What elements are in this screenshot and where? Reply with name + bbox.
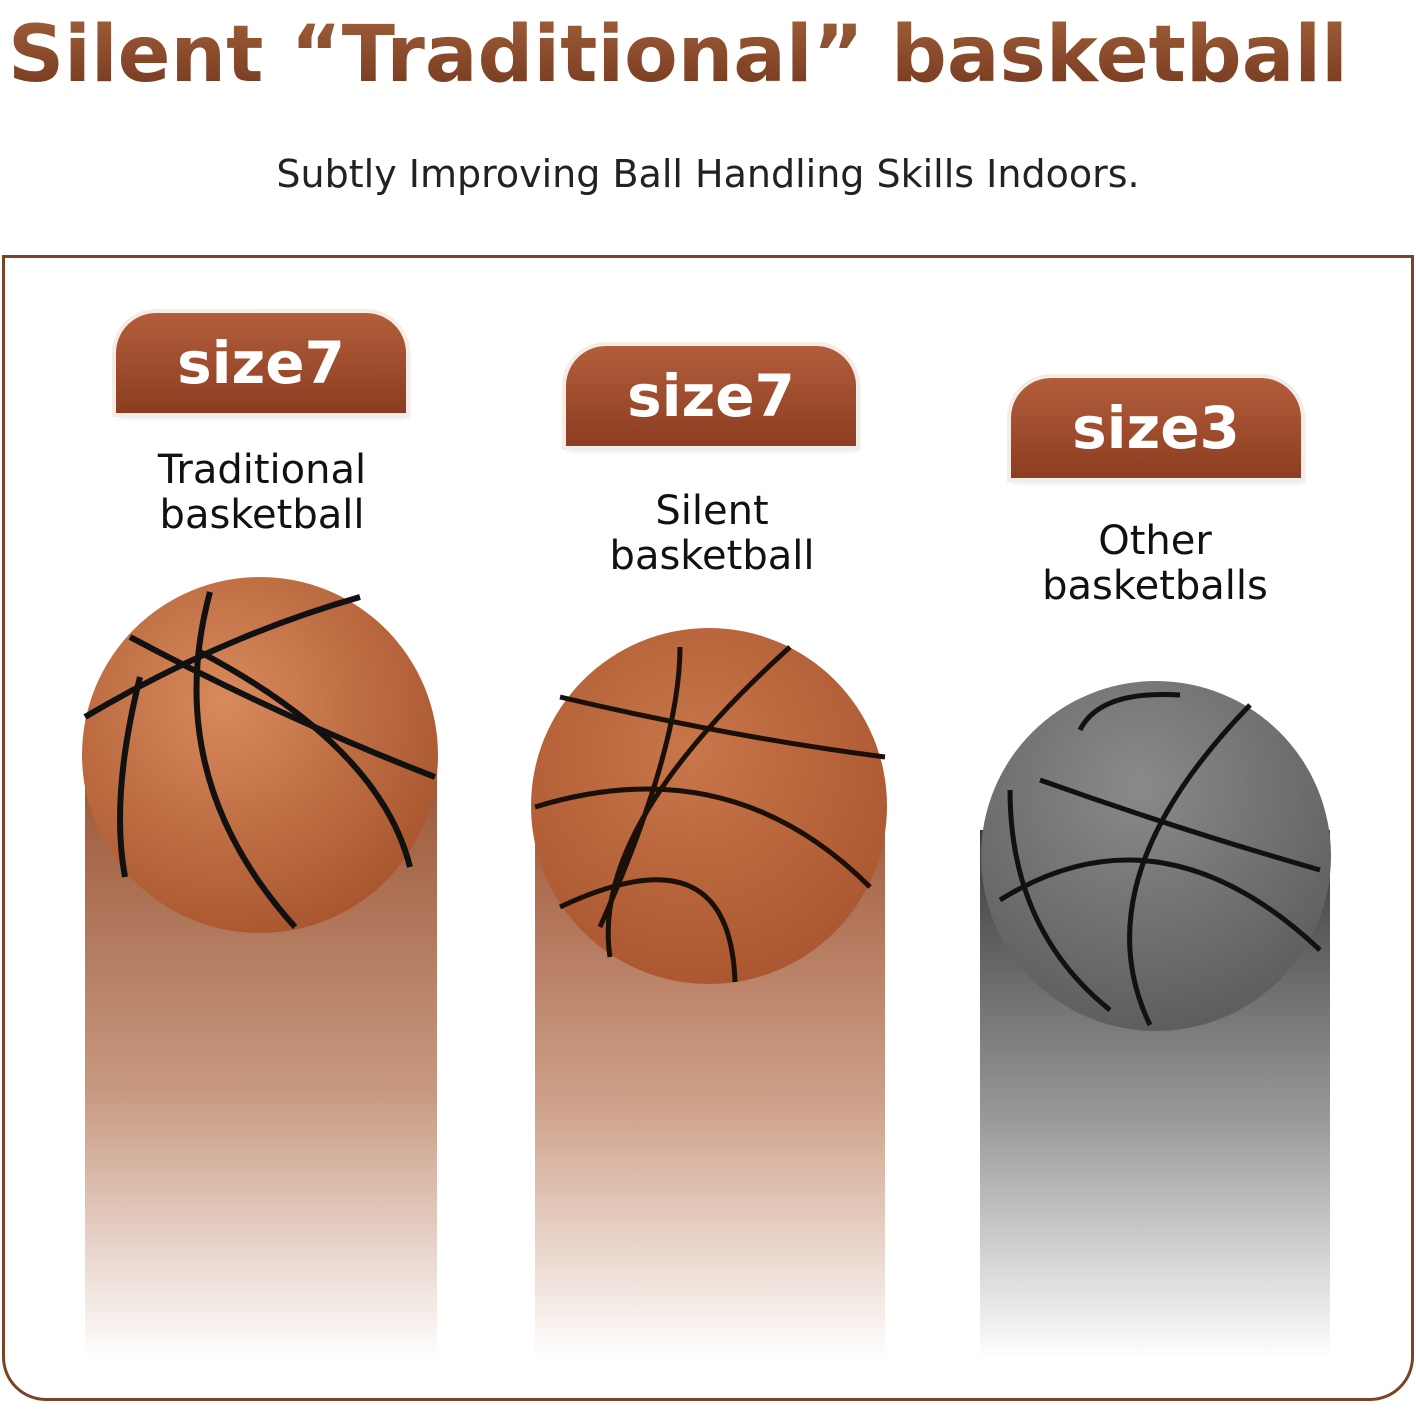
label-line: Traditional: [157, 447, 367, 493]
label-line: basketballs: [1042, 563, 1268, 609]
headline: Silent “Traditional” basketball: [0, 10, 1416, 110]
label-other: Other basketballs: [985, 519, 1325, 609]
label-traditional: Traditional basketball: [92, 448, 432, 538]
traditional-basketball-image: [82, 577, 438, 933]
size-badge-other: size3: [1011, 378, 1301, 478]
label-silent: Silent basketball: [542, 489, 882, 579]
subtitle: Subtly Improving Ball Handling Skills In…: [276, 152, 1140, 196]
label-line: Other: [1098, 518, 1212, 564]
size-badge-traditional: size7: [116, 313, 406, 413]
other-basketball-image: [981, 681, 1331, 1031]
size-badge-silent: size7: [566, 346, 856, 446]
label-line: basketball: [159, 492, 365, 538]
silent-basketball-image: [531, 628, 887, 984]
label-line: basketball: [609, 533, 815, 579]
comparison-frame: [2, 255, 1414, 1401]
label-line: Silent: [655, 488, 769, 534]
